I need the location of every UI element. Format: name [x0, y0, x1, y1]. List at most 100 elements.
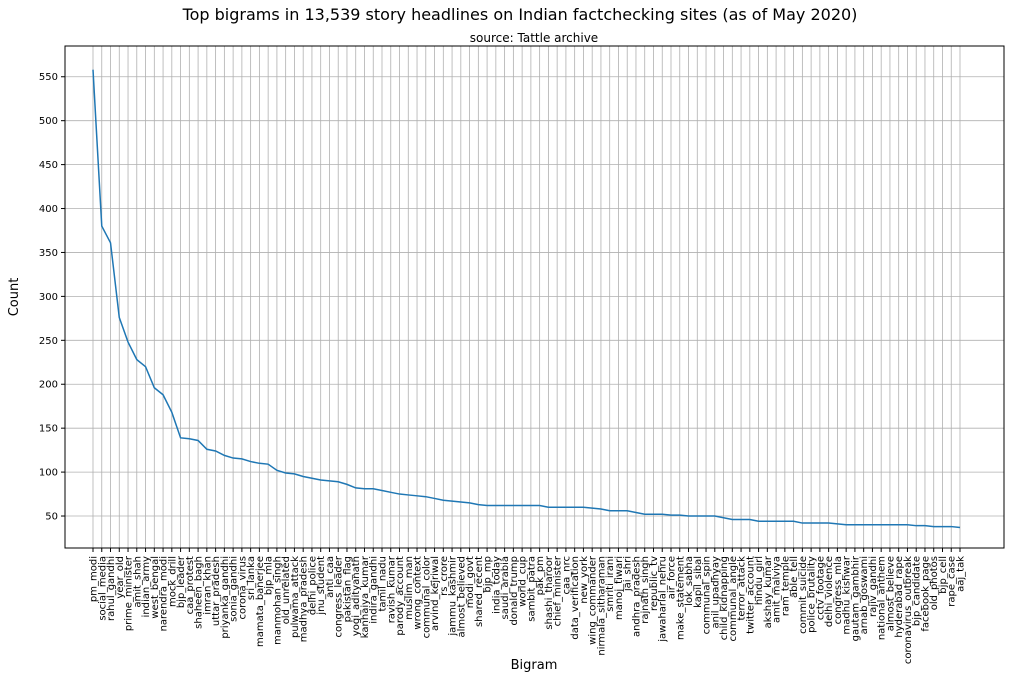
- x-tick-label: year_old: [115, 556, 126, 599]
- x-tick-label: ravish_kumar: [386, 555, 397, 623]
- x-tick-label: jai_shri: [623, 556, 634, 592]
- x-tick-label: rajnath_singh: [640, 556, 651, 624]
- x-tick-label: pakistan_flag: [342, 556, 353, 622]
- x-tick-label: communal_angle: [728, 556, 739, 641]
- x-tick-label: caa_nrc: [561, 556, 572, 594]
- x-tick-label: kapil_sibal: [693, 556, 704, 608]
- x-tick-label: old_unrelated: [281, 556, 292, 624]
- x-tick-label: bjp_candidate: [912, 556, 923, 626]
- x-tick-label: nirmala_sitharaman: [596, 556, 607, 656]
- x-tick-label: bjp_cell: [938, 556, 949, 594]
- plot-frame: [64, 45, 1005, 549]
- x-tick-label: mock_drill: [167, 556, 178, 607]
- y-tick-label: 200: [39, 380, 58, 391]
- x-tick-label: narendra_modi: [159, 556, 170, 631]
- x-tick-label: coronavirus_outbreak: [903, 556, 914, 664]
- x-tick-label: bjp_mp: [483, 556, 494, 593]
- x-tick-label: sambit_patra: [526, 556, 537, 622]
- x-tick-label: delhi_police: [307, 556, 318, 615]
- x-tick-label: india_today: [491, 556, 502, 614]
- y-tick-label: 300: [39, 292, 58, 303]
- x-tick-label: commit_suicide: [798, 556, 809, 634]
- x-tick-label: donald_trump: [509, 556, 520, 626]
- x-tick-label: republic_tv: [649, 556, 660, 611]
- x-tick-label: communal_color: [421, 555, 432, 638]
- x-tick-label: indian_army: [141, 556, 152, 618]
- x-tick-label: bjp_leader: [176, 555, 187, 608]
- x-tick-label: lok_sabha: [684, 556, 695, 606]
- x-tick-label: shared_recent: [474, 556, 485, 627]
- x-tick-label: jammu_kashmir: [448, 555, 459, 637]
- y-tick-label: 550: [39, 72, 58, 83]
- x-tick-label: facebook_page: [920, 556, 931, 632]
- x-tick-label: bjp_mla: [264, 556, 275, 595]
- x-tick-label: pm_modi: [89, 556, 100, 602]
- x-axis-label: Bigram: [511, 658, 558, 673]
- x-tick-label: gautam_gambhir: [850, 555, 861, 641]
- x-tick-label: madhya_pradesh: [299, 556, 310, 642]
- x-tick-label: modi_govt: [465, 556, 476, 608]
- x-tick-label: hindu_girl: [754, 556, 765, 605]
- x-tick-label: able_tell: [789, 556, 800, 598]
- y-tick-label: 50: [45, 512, 58, 523]
- y-tick-label: 100: [39, 468, 58, 479]
- x-tick-label: caa_protest: [185, 556, 196, 614]
- x-tick-label: hyderabad_rape: [894, 556, 905, 638]
- x-tick-label: parody_account: [395, 556, 406, 636]
- x-tick-label: communal_spin: [702, 556, 713, 634]
- x-tick-label: rs_crore: [439, 556, 450, 596]
- x-tick-label: priyanka_gandhi: [220, 556, 231, 639]
- x-tick-label: imran_khan: [202, 556, 213, 615]
- chart-subtitle: source: Tattle archive: [470, 31, 598, 45]
- x-tick-label: twitter_account: [745, 556, 756, 634]
- x-tick-label: national_anthem: [877, 556, 888, 640]
- x-tick-label: social_media: [97, 556, 108, 621]
- x-tick-label: delhi_violence: [824, 556, 835, 627]
- x-tick-label: amit_shah: [132, 556, 143, 608]
- x-tick-label: mamata_banerjee: [255, 556, 266, 647]
- x-tick-label: corona_virus: [237, 556, 248, 619]
- x-tick-label: jawaharlal_nehru: [658, 556, 669, 643]
- x-tick-label: smriti_irani: [605, 556, 616, 612]
- x-tick-label: data_verification: [570, 556, 581, 640]
- x-tick-label: kanhaiya_kumar: [360, 555, 371, 638]
- x-tick-label: amit_malviya: [772, 556, 783, 623]
- y-tick-label: 150: [39, 424, 58, 435]
- x-tick-label: make_statement: [675, 556, 686, 640]
- line-series: [92, 69, 961, 529]
- x-tick-label: new_york: [579, 556, 590, 604]
- x-tick-label: sri_lanka: [246, 556, 257, 600]
- x-tick-label: almost_believed: [456, 556, 467, 638]
- x-tick-label: old_photos: [929, 556, 940, 610]
- x-tick-label: prime_minister: [124, 555, 135, 631]
- x-tick-label: world_cup: [518, 556, 529, 607]
- y-axis-label: Count: [7, 278, 22, 317]
- x-tick-label: rape_case: [947, 556, 958, 607]
- x-tick-label: almost_believe: [885, 556, 896, 631]
- x-tick-label: chief_minister: [553, 555, 564, 626]
- x-tick-label: rahul_gandhi: [106, 556, 117, 621]
- x-tick-label: indira_gandhi: [369, 556, 380, 624]
- x-tick-label: tamil_nadu: [378, 556, 389, 612]
- x-tick-label: rajiv_gandhi: [868, 556, 879, 617]
- y-tick-label: 400: [39, 204, 58, 215]
- x-tick-label: shashi_tharoor: [544, 555, 555, 630]
- x-tick-label: cctv_footage: [815, 556, 826, 620]
- x-tick-label: arvind_kejriwal: [430, 556, 441, 631]
- x-tick-label: anil_upadhyay: [710, 556, 721, 629]
- y-tick-label: 250: [39, 336, 58, 347]
- x-tick-label: air_force: [667, 556, 678, 599]
- x-tick-label: andhra_pradesh: [631, 556, 642, 637]
- x-tick-label: manoj_tiwari: [614, 556, 625, 620]
- x-tick-label: saudi_arabia: [500, 556, 511, 619]
- x-tick-label: wing_commander: [588, 555, 599, 645]
- x-tick-label: pulwama_attack: [290, 556, 301, 638]
- x-tick-label: aaj_tak: [956, 556, 967, 592]
- x-tick-label: manmohan_singh: [272, 556, 283, 645]
- chart-title: Top bigrams in 13,539 story headlines on…: [182, 5, 858, 24]
- x-tick-label: pak_pm: [535, 556, 546, 595]
- x-tick-label: madhu_kishwar: [842, 555, 853, 634]
- x-tick-label: congress_mla: [833, 556, 844, 624]
- x-tick-label: muslim_man: [404, 556, 415, 620]
